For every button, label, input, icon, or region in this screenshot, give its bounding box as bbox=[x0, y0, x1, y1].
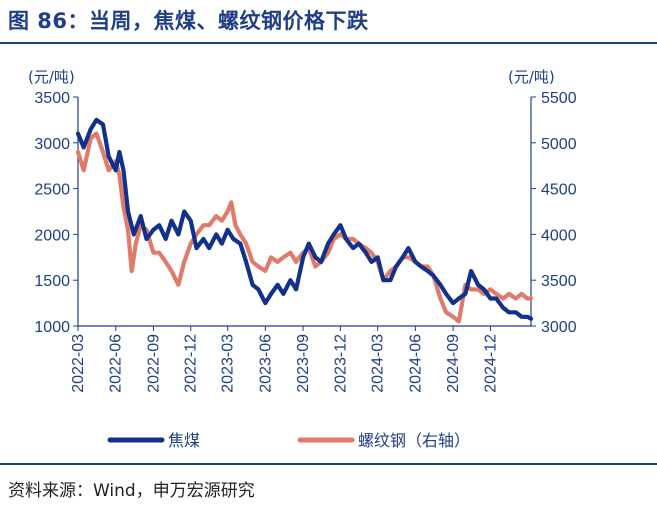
right-y-tick-label: 4500 bbox=[541, 182, 577, 199]
x-tick-label: 2022-03 bbox=[70, 334, 87, 393]
left-y-tick-label: 2500 bbox=[34, 182, 70, 199]
x-tick-label: 2022-12 bbox=[183, 334, 200, 393]
right-y-tick-label: 5000 bbox=[541, 136, 577, 153]
x-tick-label: 2024-06 bbox=[407, 334, 424, 393]
x-tick-label: 2024-09 bbox=[445, 334, 462, 393]
source-rule bbox=[0, 463, 657, 465]
x-tick-label: 2022-06 bbox=[108, 334, 125, 393]
x-tick-label: 2024-03 bbox=[370, 334, 387, 393]
legend-label: 焦煤 bbox=[168, 431, 200, 450]
title-rule bbox=[0, 42, 657, 44]
x-tick-label: 2023-12 bbox=[332, 334, 349, 393]
right-axis-unit: (元/吨) bbox=[508, 68, 555, 86]
left-y-tick-label: 3500 bbox=[34, 90, 70, 107]
source-note: 资料来源：Wind，申万宏源研究 bbox=[8, 481, 255, 501]
chart-title: 图 86：当周，焦煤、螺纹钢价格下跌 bbox=[8, 9, 369, 33]
left-y-tick-label: 2000 bbox=[34, 227, 70, 244]
x-tick-label: 2023-03 bbox=[220, 334, 237, 393]
right-y-tick-label: 3500 bbox=[541, 273, 577, 290]
x-tick-label: 2023-06 bbox=[257, 334, 274, 393]
axes: 1000 1500 2000 2500 3000 3500 3000 3500 4000 4500… bbox=[34, 90, 576, 393]
left-axis-unit: (元/吨) bbox=[28, 68, 75, 86]
x-tick-label: 2024-12 bbox=[482, 334, 499, 393]
left-y-tick-label: 1500 bbox=[34, 273, 70, 290]
right-y-tick-label: 5500 bbox=[541, 90, 577, 107]
left-y-tick-label: 1000 bbox=[34, 319, 70, 336]
x-tick-label: 2022-09 bbox=[145, 334, 162, 393]
right-y-tick-label: 4000 bbox=[541, 227, 577, 244]
series-layer bbox=[75, 117, 534, 324]
series-line-coking-coal bbox=[75, 117, 534, 321]
left-y-tick-label: 3000 bbox=[34, 136, 70, 153]
legend-label: 螺纹钢（右轴） bbox=[358, 431, 470, 450]
legend: 焦煤 螺纹钢（右轴） bbox=[107, 431, 470, 450]
right-y-tick-label: 3000 bbox=[541, 319, 577, 336]
x-tick-label: 2023-09 bbox=[295, 334, 312, 393]
